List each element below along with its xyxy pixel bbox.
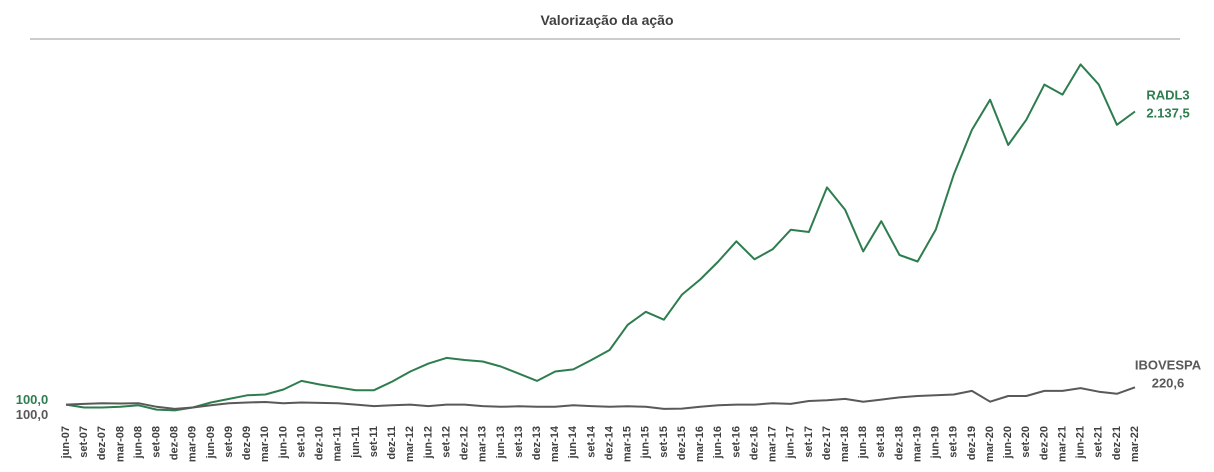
x-tick-label: mar-12 (404, 426, 416, 462)
x-tick-label: jun-14 (567, 425, 579, 459)
x-tick-label: set-18 (875, 426, 887, 458)
x-tick-label: dez-13 (531, 426, 543, 460)
x-tick-label: jun-20 (1002, 426, 1014, 459)
x-tick-label: dez-15 (676, 426, 688, 460)
x-tick-label: jun-10 (277, 426, 289, 459)
x-tick-label: mar-22 (1129, 426, 1141, 462)
x-tick-label: set-19 (948, 426, 960, 458)
x-tick-label: dez-19 (966, 426, 978, 460)
x-tick-label: jun-13 (495, 426, 507, 459)
x-tick-label: jun-08 (132, 426, 144, 459)
series-line (65, 386, 1136, 410)
x-tick-label: dez-18 (893, 426, 905, 460)
x-tick-label: mar-17 (767, 426, 779, 462)
x-tick-label: dez-14 (603, 425, 615, 460)
x-tick-label: set-16 (730, 426, 742, 458)
x-tick-label: set-10 (295, 426, 307, 458)
x-tick-label: dez-08 (169, 426, 181, 460)
x-tick-label: mar-16 (694, 426, 706, 462)
x-tick-label: jun-11 (350, 426, 362, 459)
x-tick-label: jun-19 (930, 426, 942, 459)
x-tick-label: dez-21 (1111, 426, 1123, 460)
x-tick-label: dez-17 (821, 426, 833, 460)
x-tick-label: mar-18 (839, 426, 851, 462)
x-tick-label: jun-09 (205, 426, 217, 459)
x-tick-label: set-14 (585, 425, 597, 458)
x-tick-label: mar-09 (187, 426, 199, 462)
x-tick-label: dez-10 (314, 426, 326, 460)
start-value-label: 100,0 (16, 407, 49, 422)
x-tick-label: jun-16 (712, 426, 724, 459)
chart-title: Valorização da ação (540, 12, 673, 28)
x-tick-label: mar-19 (911, 426, 923, 462)
x-tick-label: jun-17 (785, 426, 797, 459)
x-tick-label: set-21 (1093, 426, 1105, 458)
x-tick-label: dez-07 (96, 426, 108, 460)
x-tick-label: jun-07 (60, 426, 72, 459)
x-tick-label: set-09 (223, 426, 235, 458)
x-tick-label: dez-09 (241, 426, 253, 460)
x-tick-label: set-11 (368, 426, 380, 457)
x-tick-label: dez-16 (748, 426, 760, 460)
x-tick-label: dez-12 (459, 426, 471, 460)
end-value-label: 2.137,5 (1146, 106, 1189, 121)
x-tick-label: dez-11 (386, 426, 398, 460)
x-tick-label: dez-20 (1038, 426, 1050, 460)
x-tick-label: mar-21 (1056, 426, 1068, 462)
x-tick-label: mar-13 (477, 426, 489, 462)
x-tick-label: jun-18 (857, 426, 869, 459)
x-tick-label: jun-12 (422, 426, 434, 459)
end-value-label: 220,6 (1152, 375, 1185, 390)
x-tick-label: mar-15 (622, 426, 634, 462)
legend-label: IBOVESPA (1135, 357, 1202, 372)
x-tick-label: mar-11 (332, 426, 344, 461)
x-tick-label: set-12 (440, 426, 452, 458)
x-tick-label: set-17 (803, 426, 815, 458)
legend-label: RADL3 (1146, 88, 1189, 103)
x-tick-label: set-07 (78, 426, 90, 458)
x-tick-label: jun-21 (1075, 426, 1087, 459)
x-tick-label: set-15 (658, 426, 670, 458)
x-tick-label: mar-20 (984, 426, 996, 462)
x-tick-label: mar-10 (259, 426, 271, 462)
x-tick-label: set-13 (513, 426, 525, 458)
series-line (65, 63, 1136, 412)
x-tick-label: mar-08 (114, 426, 126, 462)
x-tick-label: jun-15 (640, 426, 652, 459)
x-tick-label: mar-14 (549, 425, 561, 462)
x-tick-label: set-20 (1020, 426, 1032, 458)
x-tick-label: set-08 (150, 426, 162, 458)
start-value-label: 100,0 (16, 392, 49, 407)
